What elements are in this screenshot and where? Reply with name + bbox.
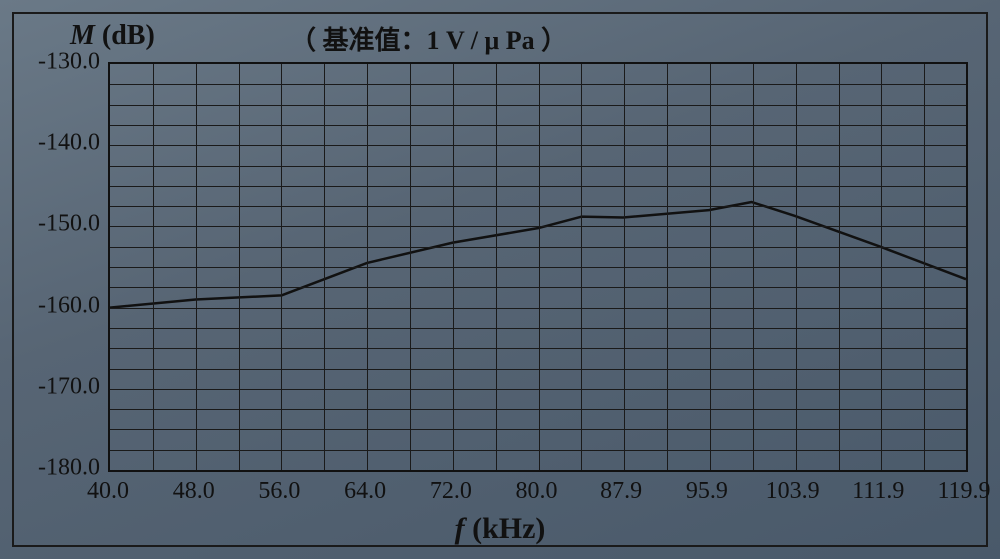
x-axis-var: f [455,512,465,545]
grid-line-horizontal [110,166,966,167]
grid-line-horizontal [110,348,966,349]
grid-line-horizontal [110,450,966,451]
x-tick-label: 40.0 [87,478,129,505]
y-tick-label: -140.0 [20,130,100,157]
grid-line-horizontal [110,84,966,85]
x-tick-label: 111.9 [852,478,904,505]
y-axis-unit: (dB) [102,20,155,51]
grid-line-horizontal [110,145,966,146]
grid-line-horizontal [110,287,966,288]
grid-line-horizontal [110,247,966,248]
grid-line-horizontal [110,328,966,329]
grid-line-horizontal [110,429,966,430]
grid-line-horizontal [110,389,966,390]
grid-line-horizontal [110,369,966,370]
chart-page: M (dB) （ 基准值：1 V / μ Pa ） f (kHz) -130.0… [0,0,1000,559]
y-tick-label: -170.0 [20,373,100,400]
x-tick-label: 119.9 [937,478,990,505]
x-tick-label: 103.9 [766,478,820,505]
grid-line-horizontal [110,308,966,309]
y-axis-label: M (dB) [70,20,155,52]
grid-line-horizontal [110,206,966,207]
plot-area [108,62,968,472]
x-tick-label: 95.9 [686,478,728,505]
x-tick-label: 80.0 [516,478,558,505]
grid-line-horizontal [110,267,966,268]
grid-line-horizontal [110,226,966,227]
y-tick-label: -130.0 [20,49,100,76]
grid-line-horizontal [110,125,966,126]
grid-line-horizontal [110,409,966,410]
y-tick-label: -150.0 [20,211,100,238]
x-tick-label: 87.9 [600,478,642,505]
y-tick-label: -160.0 [20,292,100,319]
x-tick-label: 48.0 [173,478,215,505]
x-tick-label: 64.0 [344,478,386,505]
x-tick-label: 72.0 [430,478,472,505]
grid-line-horizontal [110,186,966,187]
reference-label: （ 基准值：1 V / μ Pa ） [290,20,567,57]
y-axis-var: M [70,20,95,51]
x-axis-label: f (kHz) [0,512,1000,546]
x-tick-label: 56.0 [258,478,300,505]
grid-line-horizontal [110,105,966,106]
x-axis-unit: (kHz) [472,512,545,545]
